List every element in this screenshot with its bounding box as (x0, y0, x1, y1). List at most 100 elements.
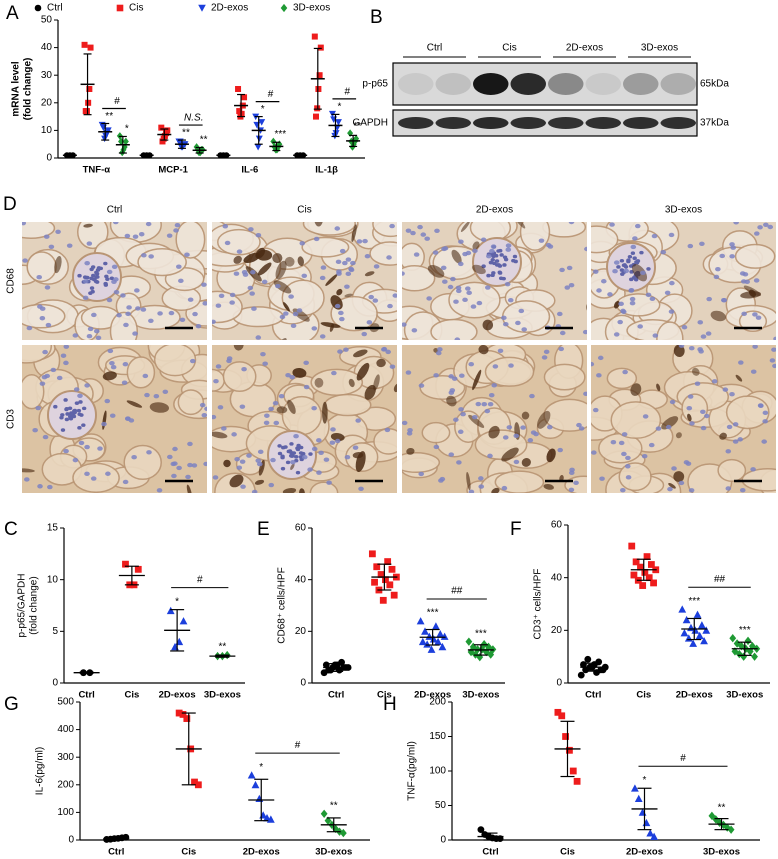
nucleus (301, 454, 308, 460)
nucleus (685, 461, 692, 466)
nucleus (144, 392, 150, 398)
nucleus (515, 320, 521, 326)
nucleus (625, 455, 631, 461)
nucleus (106, 297, 113, 303)
tubule (606, 367, 638, 390)
nucleus (234, 456, 240, 462)
nucleus (63, 360, 69, 366)
nucleus (273, 420, 280, 426)
tubule (22, 222, 56, 239)
nucleus (22, 222, 27, 226)
nucleus (299, 241, 306, 246)
nucleus (472, 414, 478, 420)
nucleus (629, 277, 634, 282)
point (418, 637, 427, 646)
stain (373, 374, 380, 391)
nucleus (613, 260, 620, 265)
point (254, 143, 262, 151)
nucleus (612, 269, 618, 274)
significance: * (125, 124, 129, 135)
nucleus (505, 243, 512, 248)
x-tick-label: Cis (124, 690, 139, 701)
stain (468, 414, 485, 428)
significance: * (175, 596, 179, 607)
nucleus (753, 231, 760, 236)
stain (355, 451, 366, 473)
nucleus (566, 265, 573, 271)
nucleus (732, 422, 739, 427)
nucleus (762, 419, 768, 424)
nucleus (364, 253, 371, 259)
tubule (469, 222, 512, 243)
nucleus (256, 461, 263, 467)
nucleus (104, 274, 109, 279)
point (695, 631, 704, 639)
nucleus (313, 236, 320, 242)
y-axis-label: p-p65/GAPDH (17, 574, 28, 638)
nucleus (492, 364, 499, 369)
nucleus (246, 453, 252, 458)
stain (513, 222, 526, 229)
nucleus (335, 259, 342, 265)
nucleus (505, 247, 512, 252)
blot-band (398, 73, 434, 95)
nucleus (494, 253, 499, 258)
blot-band (585, 117, 621, 129)
nucleus (229, 292, 236, 298)
nucleus (596, 288, 602, 293)
point (645, 574, 653, 582)
nucleus (559, 267, 565, 273)
column-label: Cis (297, 205, 311, 216)
point (280, 3, 288, 13)
micrograph (591, 345, 776, 512)
nucleus (86, 241, 93, 246)
lane-label: 3D-exos (641, 43, 678, 54)
stain (649, 501, 656, 512)
nucleus (538, 238, 545, 243)
legend-label: 2D-exos (211, 3, 248, 14)
y-axis-label: CD68⁺ cells/HPF (277, 567, 288, 643)
nucleus (418, 383, 425, 388)
nucleus (348, 266, 354, 272)
point (643, 553, 651, 560)
nucleus (24, 477, 30, 482)
nucleus (280, 466, 286, 471)
nucleus (131, 455, 137, 460)
nucleus (65, 412, 70, 416)
y-tick-label: 15 (47, 523, 59, 534)
stain (393, 383, 397, 393)
panel-letter: G (4, 694, 19, 715)
comparison-label: # (680, 753, 686, 764)
nucleus (639, 250, 644, 255)
nucleus (77, 393, 83, 398)
nucleus (84, 383, 90, 388)
tubule (175, 222, 206, 259)
point (702, 626, 711, 634)
nucleus (557, 447, 564, 453)
nucleus (110, 365, 117, 370)
y-tick-label: 0 (46, 153, 52, 164)
nucleus (78, 440, 85, 446)
point (322, 661, 330, 669)
nucleus (729, 242, 735, 247)
nucleus (255, 335, 262, 340)
point (384, 558, 392, 565)
stain (351, 224, 357, 242)
nucleus (233, 271, 240, 276)
nucleus (623, 264, 629, 269)
significance: ** (353, 121, 361, 132)
nucleus (45, 322, 52, 328)
nucleus (79, 413, 84, 417)
tubule (591, 225, 619, 254)
nucleus (125, 311, 131, 317)
nucleus (176, 465, 182, 471)
nucleus (37, 484, 43, 489)
point (487, 650, 495, 659)
tubule (610, 401, 662, 440)
point (691, 626, 700, 634)
point (377, 571, 385, 578)
nucleus (362, 238, 368, 244)
stain (276, 406, 288, 414)
nucleus (372, 298, 379, 303)
stain (212, 431, 228, 439)
